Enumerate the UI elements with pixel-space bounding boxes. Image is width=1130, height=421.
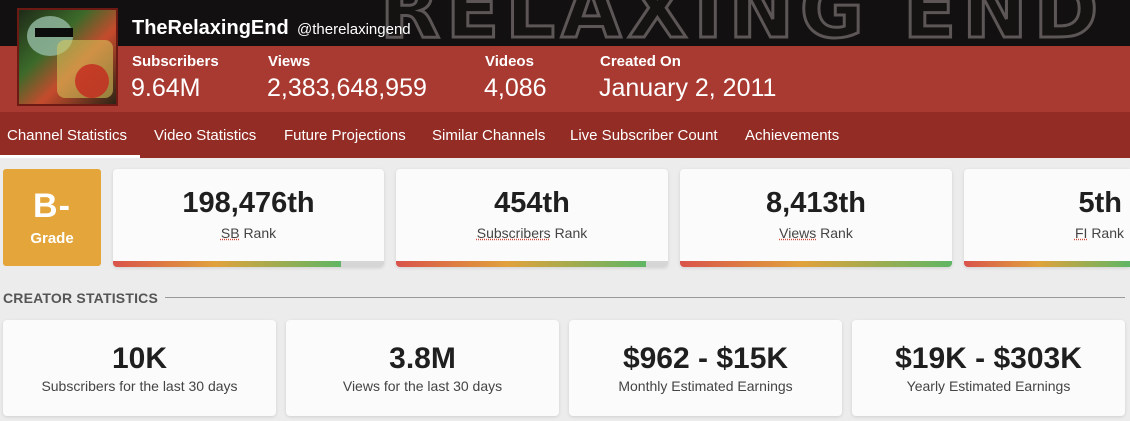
rank-value: 5th <box>1078 187 1123 219</box>
nav-tabs: Channel Statistics Video Statistics Futu… <box>0 112 1130 158</box>
subscribers-rank-card: 454th Subscribers Rank <box>396 169 668 267</box>
stat-label: Monthly Estimated Earnings <box>618 378 793 394</box>
grade-letter: B- <box>33 187 71 225</box>
rank-progress-track <box>396 261 668 267</box>
stat-value: $962 - $15K <box>622 342 789 375</box>
views-value: 2,383,648,959 <box>267 74 427 102</box>
rank-value: 454th <box>494 187 570 219</box>
channel-avatar[interactable] <box>17 8 118 106</box>
tab-video-statistics[interactable]: Video Statistics <box>154 127 257 144</box>
rank-progress-track <box>113 261 384 267</box>
rank-progress-fill <box>113 261 341 267</box>
rank-abbr[interactable]: Subscribers <box>476 225 551 241</box>
stat-label: Views for the last 30 days <box>342 378 503 394</box>
created-on-label: Created On <box>600 53 681 70</box>
stat-value: $19K - $303K <box>895 342 1082 375</box>
grade-label: Grade <box>30 230 74 247</box>
channel-banner: RELAXING END <box>0 0 1130 46</box>
tab-channel-statistics[interactable]: Channel Statistics <box>7 127 128 144</box>
views-label: Views <box>268 53 311 70</box>
stat-value: 10K <box>111 342 168 375</box>
tab-achievements[interactable]: Achievements <box>745 127 840 144</box>
rank-progress-fill <box>680 261 952 267</box>
stat-label: Yearly Estimated Earnings <box>906 378 1071 394</box>
videos-value: 4,086 <box>484 74 547 102</box>
rank-abbr[interactable]: SB <box>220 225 240 241</box>
views-30d-card: 3.8M Views for the last 30 days <box>286 320 559 416</box>
created-on-value: January 2, 2011 <box>599 74 777 102</box>
tab-similar-channels[interactable]: Similar Channels <box>432 127 546 144</box>
rank-suffix: Rank <box>1091 225 1124 241</box>
channel-header <box>0 46 1130 112</box>
rank-suffix: Rank <box>820 225 853 241</box>
rank-suffix: Rank <box>243 225 277 241</box>
section-title: CREATOR STATISTICS <box>3 290 159 306</box>
rank-label: Subscribers Rank <box>396 225 668 241</box>
banner-title: RELAXING END <box>378 0 1105 46</box>
rank-abbr[interactable]: Views <box>779 225 817 241</box>
grade-card: B- Grade <box>3 169 101 266</box>
rank-progress-track <box>680 261 952 267</box>
views-rank-card: 8,413th Views Rank <box>680 169 952 267</box>
subscribers-value: 9.64M <box>131 74 201 102</box>
rank-progress-fill <box>396 261 647 267</box>
rank-progress-fill <box>964 261 1130 267</box>
rank-value: 198,476th <box>182 187 315 219</box>
rank-label: Views Rank <box>680 225 952 241</box>
monthly-earnings-card: $962 - $15K Monthly Estimated Earnings <box>569 320 842 416</box>
channel-handle: @therelaxingend <box>297 21 411 38</box>
section-divider <box>165 297 1125 298</box>
stat-value: 3.8M <box>389 342 456 375</box>
rank-abbr[interactable]: FI <box>1074 225 1088 241</box>
fi-rank-card: 5th FI Rank <box>964 169 1130 267</box>
subscribers-30d-card: 10K Subscribers for the last 30 days <box>3 320 276 416</box>
sb-rank-card: 198,476th SB Rank <box>113 169 384 267</box>
rank-progress-track <box>964 261 1130 267</box>
rank-label: SB Rank <box>113 225 384 241</box>
rank-suffix: Rank <box>554 225 588 241</box>
rank-value: 8,413th <box>766 187 866 219</box>
channel-name: TheRelaxingEnd <box>132 17 289 39</box>
stat-label: Subscribers for the last 30 days <box>41 378 238 394</box>
active-tab-indicator <box>0 155 140 158</box>
videos-label: Videos <box>485 53 534 70</box>
subscribers-label: Subscribers <box>132 53 219 70</box>
tab-live-subscriber-count[interactable]: Live Subscriber Count <box>570 127 718 144</box>
tab-future-projections[interactable]: Future Projections <box>284 127 406 144</box>
yearly-earnings-card: $19K - $303K Yearly Estimated Earnings <box>852 320 1125 416</box>
rank-label: FI Rank <box>1075 225 1124 241</box>
